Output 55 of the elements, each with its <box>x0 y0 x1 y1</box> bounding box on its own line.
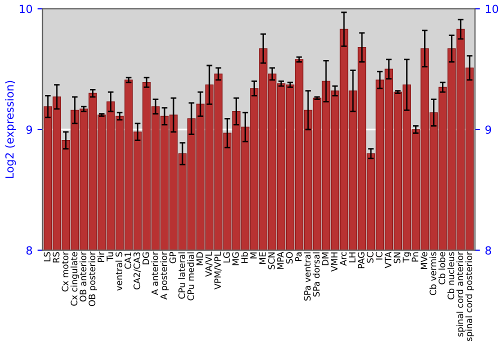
x-tick-label: IC <box>376 252 382 260</box>
x-tick-label: M <box>250 252 257 258</box>
x-tick-label: OB anterior <box>80 252 86 302</box>
x-tick-label: VA/VL <box>205 252 213 277</box>
y2-tick-label: 8 <box>485 246 492 255</box>
x-tick-label: VMH <box>331 252 338 272</box>
x-tick-label: SC <box>366 252 374 263</box>
x-tick-label: LH <box>349 252 356 262</box>
x-tick-label: spinal cord posterior <box>465 252 474 342</box>
x-tick-label: SPa dorsal <box>312 252 320 296</box>
x-tick-label: Pir <box>97 252 104 262</box>
x-tick-label: CPu medial <box>187 252 194 300</box>
x-tick-label: SO <box>286 252 293 264</box>
y2-tick-label: 9 <box>485 125 492 134</box>
x-tick-label: LS <box>44 252 50 262</box>
x-tick-label: CA1 <box>124 252 132 269</box>
x-tick-label: Cx cingulate <box>70 252 80 306</box>
x-tick-label: DG <box>142 252 150 264</box>
x-tick-label: Pn <box>412 252 418 262</box>
x-tick-label: DM <box>322 252 328 266</box>
x-tick-label: MD <box>196 252 203 266</box>
x-tick-label: LG <box>223 252 230 262</box>
y-tick-label: 8 <box>26 246 32 255</box>
x-tick-label: Pa <box>295 252 302 262</box>
x-tick-label: Cb nucleus <box>447 252 454 300</box>
x-tick-label: PAG <box>358 252 364 268</box>
x-tick-label: ME <box>259 252 266 264</box>
y2-tick-label: 10 <box>486 4 498 14</box>
y-axis-title: Log2 (expression) <box>5 80 16 178</box>
x-tick-label: VTA <box>384 252 392 268</box>
x-tick-label: MG <box>232 252 239 266</box>
x-tick-label: Tu <box>106 252 114 262</box>
x-tick-label: A posterior <box>160 252 169 300</box>
x-tick-label: MVe <box>420 252 428 270</box>
x-tick-label: GP <box>169 252 176 264</box>
x-tick-label: CPu lateral <box>178 252 186 299</box>
x-tick-label: MPA <box>277 252 284 270</box>
x-tick-label: A anterior <box>151 252 158 296</box>
x-tick-label: VPM/VPL <box>214 252 222 290</box>
x-tick-label: Cb vermis <box>429 252 436 296</box>
x-tick-label: Tg <box>402 252 412 263</box>
x-tick-label: ventral S <box>115 252 122 291</box>
x-tick-label: Hb <box>241 252 248 263</box>
x-tick-label: Cx motor <box>62 252 68 292</box>
x-tick-label: spinal cord anterior <box>456 252 465 336</box>
y-tick-label: 9 <box>26 125 32 134</box>
x-tick-label: SN <box>394 252 400 264</box>
x-tick-label: CA2/CA3 <box>134 252 141 290</box>
y-tick-label: 10 <box>20 4 32 14</box>
x-tick-label: SCN <box>268 252 275 270</box>
x-tick-label: Cb lobe <box>438 252 446 284</box>
x-tick-label: SPa ventral <box>304 252 311 301</box>
x-tick-label: Arc <box>340 252 347 266</box>
x-tick-label: OB posterior <box>88 252 97 306</box>
x-tick-label: RS <box>52 252 60 262</box>
